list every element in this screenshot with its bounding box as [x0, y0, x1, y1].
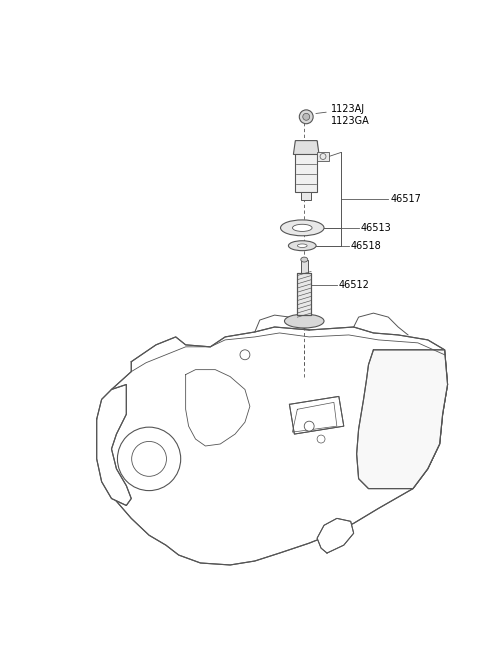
- Circle shape: [118, 427, 180, 491]
- Text: 46518: 46518: [351, 240, 382, 251]
- Bar: [297, 273, 311, 315]
- Bar: [301, 192, 311, 200]
- Polygon shape: [289, 396, 344, 434]
- Text: 1123GA: 1123GA: [331, 116, 370, 126]
- Ellipse shape: [292, 224, 312, 231]
- Bar: [297, 273, 311, 315]
- Bar: [317, 151, 329, 161]
- Circle shape: [300, 110, 313, 124]
- Circle shape: [304, 421, 314, 431]
- Text: 46512: 46512: [339, 280, 370, 290]
- Circle shape: [317, 435, 325, 443]
- Text: 1123AJ: 1123AJ: [331, 104, 365, 114]
- Polygon shape: [96, 384, 131, 506]
- Ellipse shape: [298, 244, 307, 248]
- Circle shape: [240, 350, 250, 360]
- Polygon shape: [357, 350, 447, 489]
- Polygon shape: [293, 141, 319, 155]
- Bar: [301, 259, 308, 273]
- Bar: [295, 141, 317, 192]
- Ellipse shape: [280, 220, 324, 236]
- Circle shape: [303, 113, 310, 121]
- Ellipse shape: [285, 314, 324, 328]
- Ellipse shape: [301, 257, 308, 262]
- Ellipse shape: [288, 241, 316, 251]
- Text: 46517: 46517: [390, 194, 421, 204]
- Polygon shape: [317, 518, 354, 553]
- Polygon shape: [96, 327, 447, 565]
- Text: 46513: 46513: [360, 223, 391, 233]
- Circle shape: [132, 441, 167, 476]
